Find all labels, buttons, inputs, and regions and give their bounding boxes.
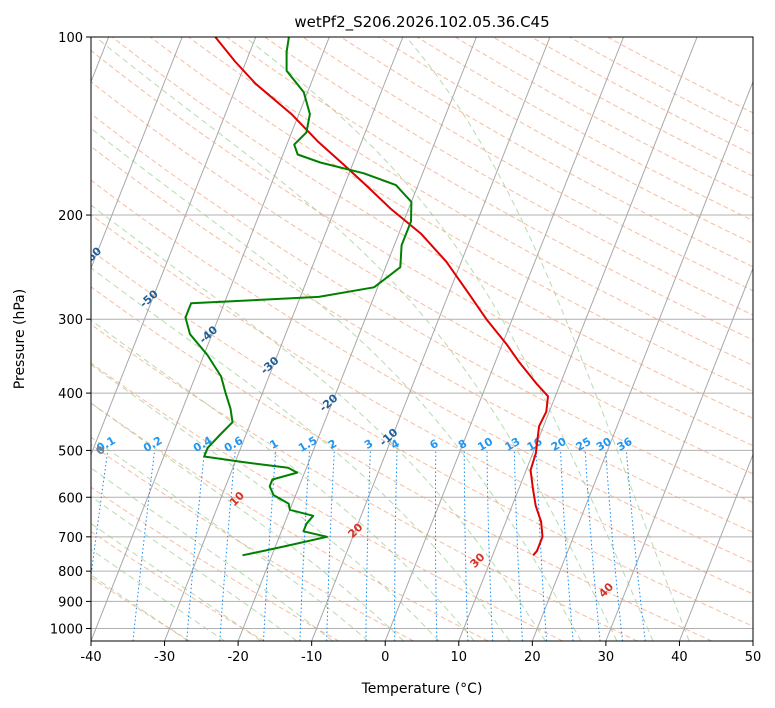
moist-adiabat-line xyxy=(244,37,654,641)
dry-adiabat-line xyxy=(91,49,753,447)
isotherm-line xyxy=(384,37,625,641)
dry-adiabat-line xyxy=(91,249,753,627)
x-tick-label: 20 xyxy=(524,650,541,665)
y-tick-label: 700 xyxy=(58,531,83,546)
x-axis-ticks: -40 -30 -20 -10 0 10 20 30 40 50 xyxy=(80,641,761,665)
isotherm-line xyxy=(91,37,330,641)
moist-adiabat-line xyxy=(91,363,440,641)
y-tick-label: 900 xyxy=(58,595,83,610)
dry-adiabat-line xyxy=(91,486,340,641)
moist-adiabat-line xyxy=(95,37,618,641)
isotherm-line xyxy=(678,453,753,641)
moist-adiabat-line xyxy=(91,204,546,641)
x-tick-label: 30 xyxy=(598,650,615,665)
moist-adiabat-line xyxy=(91,402,404,641)
isotherm-line xyxy=(237,37,477,641)
moist-adiabat-line xyxy=(91,548,225,641)
isotherm-line xyxy=(458,37,698,641)
dewpoint-profile-line xyxy=(184,37,413,557)
isotherm-line xyxy=(311,37,551,641)
moist-adiabat-line xyxy=(91,467,334,641)
y-tick-label: 800 xyxy=(58,565,83,580)
moist-adiabat-line xyxy=(405,37,690,641)
moist-adiabat-line xyxy=(91,127,582,641)
dry-adiabats xyxy=(91,37,753,641)
y-tick-label: 600 xyxy=(58,491,83,506)
mixing-ratio-lines xyxy=(91,450,646,641)
dry-adiabat-line xyxy=(111,37,753,419)
isotherm-line xyxy=(91,37,257,456)
skewed-isotherms xyxy=(91,37,753,641)
y-axis-ticks: 1000 900 800 700 600 500 400 300 200 100 xyxy=(50,31,91,637)
dry-adiabat-line xyxy=(149,37,753,393)
moist-adiabat-line xyxy=(91,267,511,641)
chart-title: wetPf2_S206.2026.102.05.36.C45 xyxy=(294,13,549,32)
x-tick-label: 10 xyxy=(451,650,468,665)
dry-adiabat-line xyxy=(378,37,753,244)
moist-adiabats xyxy=(91,37,690,641)
x-tick-label: 50 xyxy=(745,650,762,665)
mixing-ratio-line xyxy=(91,450,109,580)
dry-adiabat-line xyxy=(302,37,753,292)
y-tick-label: 1000 xyxy=(50,622,83,637)
isotherm-line xyxy=(91,37,183,270)
y-tick-label: 300 xyxy=(58,313,83,328)
moist-adiabat-line xyxy=(91,495,298,641)
moist-adiabat-line xyxy=(91,522,262,641)
plot-frame xyxy=(90,36,754,642)
y-axis-label: Pressure (hPa) xyxy=(12,289,28,389)
dry-adiabat-line xyxy=(91,179,753,564)
dry-adiabat-line xyxy=(91,81,753,475)
moist-adiabat-line xyxy=(91,319,475,641)
x-axis-label: Temperature (°C) xyxy=(361,681,483,697)
isotherm-line xyxy=(605,266,753,641)
dry-adiabat-line xyxy=(416,37,753,222)
moist-adiabat-line xyxy=(91,574,189,641)
dry-adiabat-line xyxy=(188,37,753,366)
dry-adiabat-line xyxy=(264,37,753,316)
y-tick-label: 200 xyxy=(58,209,83,224)
temperature-profile-line xyxy=(214,37,549,556)
x-tick-label: -30 xyxy=(154,650,175,665)
x-tick-label: -20 xyxy=(227,650,248,665)
y-tick-label: 400 xyxy=(58,387,83,402)
mixing-ratio-line xyxy=(625,450,646,641)
dry-adiabat-line xyxy=(91,443,414,641)
dry-adiabat-line xyxy=(91,286,713,641)
moist-adiabat-line xyxy=(91,436,369,641)
y-tick-label: 100 xyxy=(58,31,83,46)
isotherm-line xyxy=(531,80,753,641)
x-tick-label: 40 xyxy=(671,650,688,665)
y-tick-label: 500 xyxy=(58,444,83,459)
x-tick-label: 0 xyxy=(381,650,389,665)
isotherm-line xyxy=(164,37,404,641)
x-tick-label: -40 xyxy=(80,650,101,665)
plot-area: 0.10.20.40.611.52346810131620253036-100-… xyxy=(91,37,753,641)
dry-adiabat-line xyxy=(531,37,753,156)
profile-series xyxy=(184,37,549,557)
x-tick-label: -10 xyxy=(301,650,322,665)
dry-adiabat-line xyxy=(91,362,563,641)
